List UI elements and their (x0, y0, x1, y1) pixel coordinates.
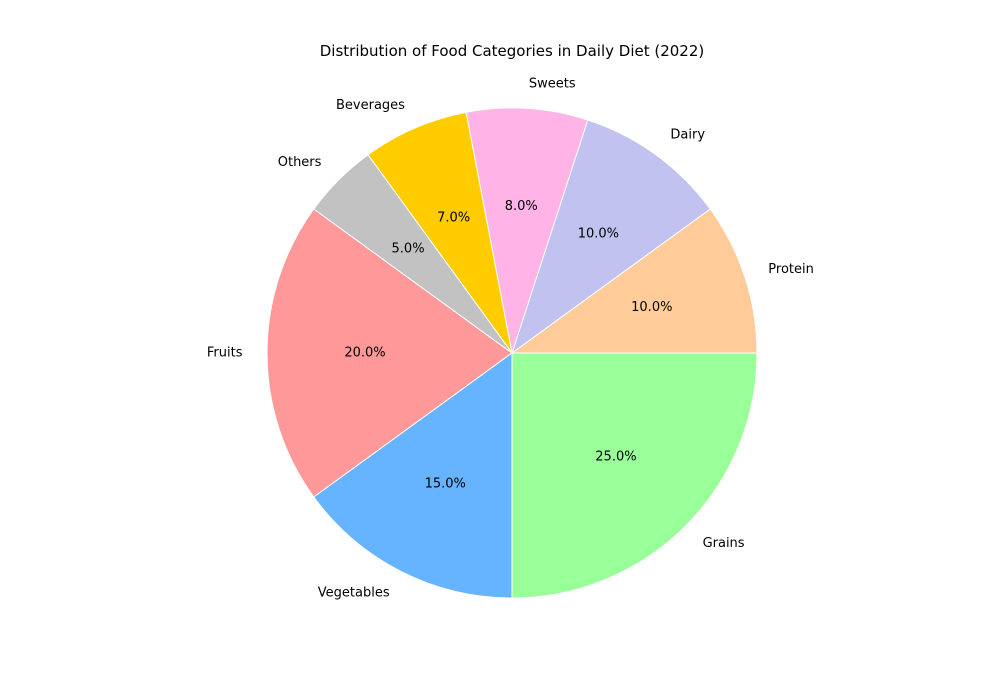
slice-label-sweets: Sweets (529, 77, 576, 92)
chart-title: Distribution of Food Categories in Daily… (320, 42, 705, 60)
pie-slice-dairy (511, 119, 711, 355)
pie-slice-sweets (465, 107, 589, 354)
slice-label-vegetables: Vegetables (318, 586, 390, 601)
slice-label-others: Others (278, 155, 322, 170)
percent-label-protein: 10.0% (631, 300, 672, 315)
percent-label-fruits: 20.0% (344, 346, 385, 361)
pie-slice-beverages (367, 111, 513, 354)
percent-label-dairy: 10.0% (578, 227, 619, 242)
slice-label-grains: Grains (703, 536, 745, 551)
slice-label-beverages: Beverages (336, 98, 405, 113)
pie-slice-protein (510, 208, 758, 354)
pie-labels: Fruits 20.0% Vegetables 15.0% Grains 25.0% Pro… (207, 77, 814, 601)
slice-label-dairy: Dairy (670, 127, 705, 142)
percent-label-sweets: 8.0% (505, 199, 538, 214)
pie-slices (266, 107, 758, 599)
percent-label-vegetables: 15.0% (425, 476, 466, 491)
slice-label-protein: Protein (768, 262, 814, 277)
percent-label-beverages: 7.0% (437, 211, 470, 226)
pie-slice-grains (511, 352, 758, 599)
percent-label-others: 5.0% (392, 242, 425, 257)
slice-label-fruits: Fruits (207, 346, 243, 361)
pie-slice-others (313, 154, 513, 354)
pie-slice-fruits (266, 208, 513, 498)
percent-label-grains: 25.0% (595, 449, 636, 464)
pie-slice-vegetables (313, 352, 513, 599)
